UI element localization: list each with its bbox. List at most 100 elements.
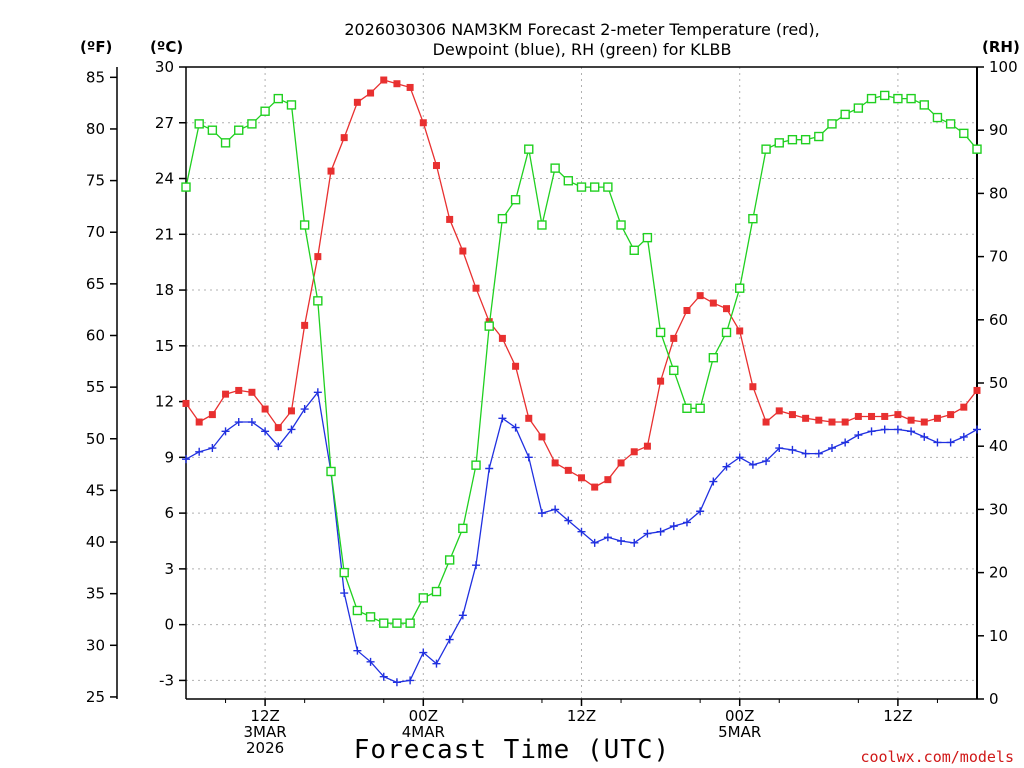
series-rh xyxy=(181,90,982,628)
temperature-point xyxy=(472,284,480,292)
rh-point xyxy=(603,182,613,192)
dewpoint-point xyxy=(696,507,705,516)
c-tick-label: 9 xyxy=(164,448,174,466)
temperature-point xyxy=(696,292,704,300)
dewpoint-point xyxy=(340,589,349,598)
rh-point xyxy=(273,93,283,104)
dewpoint-point xyxy=(392,678,401,687)
rh-point xyxy=(550,163,560,173)
temperature-point xyxy=(815,416,823,424)
dewpoint-point xyxy=(379,672,388,681)
temperature-point xyxy=(973,386,981,394)
dewpoint-point xyxy=(722,462,731,471)
dewpoint-point xyxy=(485,464,494,473)
rh-point xyxy=(853,103,864,113)
temperature-point xyxy=(591,483,599,491)
rh-point xyxy=(735,283,745,293)
temperature-point xyxy=(670,334,678,342)
celsius-axis-unit: (ºC) xyxy=(150,38,183,56)
dewpoint-point xyxy=(867,427,876,436)
temperature-point xyxy=(709,299,717,307)
dewpoint-point xyxy=(524,453,533,462)
dewpoint-point xyxy=(788,445,797,454)
x-axis-label: Forecast Time (UTC) xyxy=(354,735,670,765)
f-tick-label: 30 xyxy=(86,636,105,654)
rh-point xyxy=(576,182,587,192)
temperature-point xyxy=(894,411,902,419)
temperature-point xyxy=(947,411,955,419)
x-tick-label: 00Z xyxy=(725,707,754,725)
rh-point xyxy=(959,128,969,139)
temperature-point xyxy=(419,119,427,127)
temperature-point xyxy=(723,305,731,313)
c-tick-label: 27 xyxy=(155,114,174,132)
rh-point xyxy=(405,618,415,628)
dewpoint-point xyxy=(498,414,507,423)
axes xyxy=(116,66,978,700)
dewpoint-point xyxy=(959,432,968,441)
dewpoint-point xyxy=(643,529,652,538)
temperature-point xyxy=(828,418,836,426)
rh-point xyxy=(893,93,903,104)
dewpoint-point xyxy=(920,432,929,441)
rh-point xyxy=(774,138,784,148)
rh-tick-label: 20 xyxy=(989,564,1008,582)
temperature-point xyxy=(512,362,520,370)
dewpoint-point xyxy=(353,646,362,655)
dewpoint-point xyxy=(735,453,744,462)
dewpoint-point xyxy=(472,561,481,570)
temperature-point xyxy=(261,405,269,413)
rh-point xyxy=(444,555,455,565)
temperature-point xyxy=(195,418,203,426)
rh-point xyxy=(458,523,468,534)
rh-point xyxy=(787,134,798,145)
dewpoint-point xyxy=(182,455,190,464)
rh-point xyxy=(339,567,349,578)
rh-point xyxy=(708,353,719,363)
rh-point xyxy=(814,131,824,142)
fahrenheit-axis: 25 30 35 40 45 50 55 60 65 70 75 80 85 xyxy=(86,68,117,706)
temperature-point xyxy=(749,383,757,391)
c-tick-label: 24 xyxy=(155,170,174,188)
temperature-point xyxy=(327,167,335,175)
dewpoint-point xyxy=(247,418,256,427)
dewpoint-point xyxy=(195,447,204,456)
dewpoint-point xyxy=(261,427,270,436)
dewpoint-point xyxy=(432,659,441,668)
rh-point xyxy=(682,403,692,413)
rh-point xyxy=(721,327,732,338)
c-tick-label: 18 xyxy=(155,281,174,299)
fahrenheit-axis-unit: (ºF) xyxy=(80,38,112,56)
dewpoint-point xyxy=(814,449,823,458)
rh-point xyxy=(365,612,376,622)
temperature-point xyxy=(551,459,559,467)
dewpoint-point xyxy=(221,427,230,436)
x-tick-label: 00Z xyxy=(409,707,438,725)
dewpoint-point xyxy=(617,537,626,545)
dewpoint-point xyxy=(458,611,467,620)
temperature-point xyxy=(301,321,309,329)
rh-point xyxy=(906,93,916,104)
series-dewpoint xyxy=(182,388,981,687)
rh-point xyxy=(194,119,204,129)
c-tick-label: -3 xyxy=(159,671,174,689)
dewpoint-point xyxy=(893,425,902,434)
temperature-point xyxy=(907,416,915,424)
dewpoint-point xyxy=(603,533,612,542)
f-tick-label: 70 xyxy=(86,223,105,241)
rh-point xyxy=(207,125,218,135)
temperature-point xyxy=(920,418,928,426)
temperature-point xyxy=(353,98,361,106)
c-tick-label: 12 xyxy=(155,393,174,411)
rh-point xyxy=(379,618,389,628)
f-tick-label: 75 xyxy=(86,172,105,190)
dewpoint-point xyxy=(234,418,243,427)
rh-axis: 0 10 20 30 40 50 60 70 80 90 100 xyxy=(977,58,1018,708)
temperature-point xyxy=(841,418,849,426)
temperature-point xyxy=(775,407,783,415)
c-tick-label: 30 xyxy=(155,58,174,76)
x-tick-label: 12Z xyxy=(883,707,912,725)
gridlines xyxy=(186,66,977,699)
c-tick-label: 3 xyxy=(164,560,174,578)
